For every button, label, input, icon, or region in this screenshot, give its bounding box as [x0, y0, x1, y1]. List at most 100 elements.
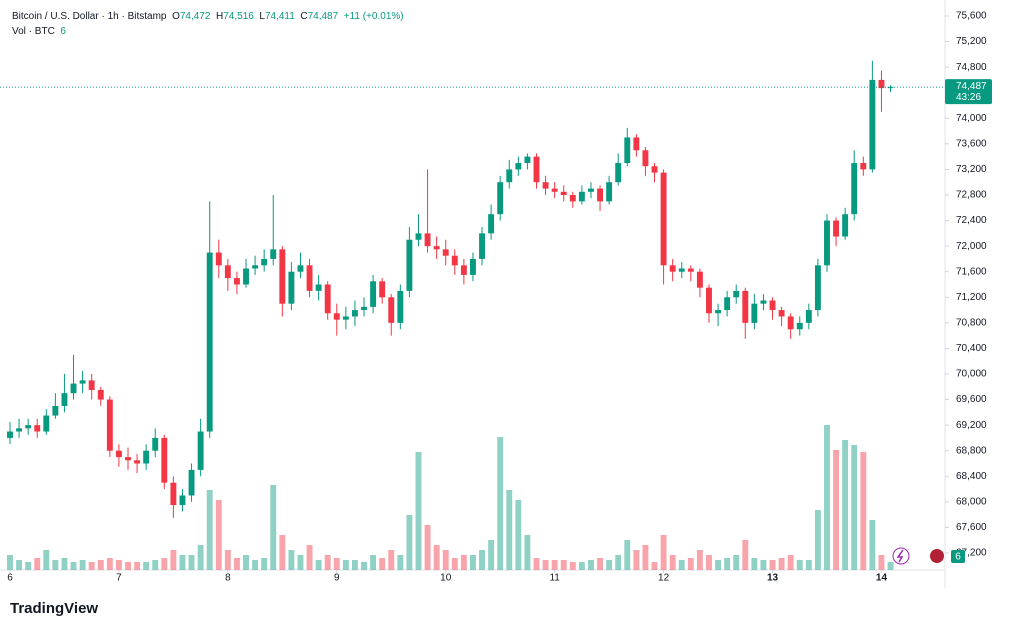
candle-body: [887, 87, 894, 89]
volume-bar: [460, 555, 467, 570]
volume-bar: [25, 562, 32, 570]
flag-icon: [930, 549, 944, 563]
candle-body: [370, 281, 377, 307]
candle-body: [252, 265, 259, 269]
volume-bar: [52, 560, 59, 570]
brand: TradingView: [10, 600, 98, 617]
volume-legend: Vol · BTC 6: [12, 26, 66, 37]
candle-body: [406, 239, 413, 291]
y-tick-label: 70,800: [956, 317, 987, 328]
candle-body: [125, 457, 131, 461]
volume-bar: [751, 558, 758, 570]
y-tick-label: 73,200: [956, 164, 987, 175]
candle-body: [833, 220, 840, 237]
volume-bar: [161, 558, 168, 570]
volume-bar: [624, 540, 631, 570]
volume-bar: [533, 558, 540, 570]
candle-body: [515, 163, 522, 170]
l-label: L: [259, 11, 265, 22]
x-tick-label: 7: [116, 573, 122, 584]
volume-bar: [297, 555, 304, 570]
candle-body: [687, 268, 694, 272]
candle-body: [7, 431, 13, 438]
volume-bar: [696, 550, 703, 570]
candle-body: [197, 431, 204, 470]
x-tick-label: 14: [876, 573, 888, 584]
y-tick-label: 75,600: [956, 11, 987, 22]
volume-bar: [524, 535, 531, 570]
candle-body: [506, 169, 513, 183]
volume-bar: [197, 545, 204, 570]
candle-body: [333, 313, 340, 320]
volume-bar: [361, 562, 367, 570]
volume-bar: [370, 555, 377, 570]
candle-body: [696, 271, 703, 288]
volume-bar: [778, 558, 785, 570]
candle-body: [16, 428, 23, 432]
volume-bar: [669, 555, 676, 570]
candle-body: [224, 265, 231, 279]
volume-bar: [488, 540, 495, 570]
candle-body: [751, 303, 758, 323]
y-tick-label: 72,000: [956, 241, 987, 252]
volume-bar: [733, 555, 740, 570]
candle-body: [306, 265, 313, 291]
candle-body: [206, 252, 213, 432]
volume-bar: [615, 555, 622, 570]
y-tick-label: 68,400: [956, 471, 987, 482]
volume-bar: [106, 558, 113, 570]
candle-body: [233, 278, 240, 285]
volume-bar: [388, 550, 395, 570]
candle-body: [760, 300, 767, 304]
volume-bar: [424, 525, 431, 570]
candle-body: [742, 290, 749, 323]
candle-body: [97, 389, 104, 400]
candle-body: [824, 220, 830, 266]
volume-bar: [243, 555, 249, 570]
candle-body: [569, 194, 576, 202]
volume-bar: [833, 450, 840, 570]
volume-bar: [878, 555, 885, 570]
x-tick-label: 11: [549, 573, 560, 584]
plot: 67,200 67,600 68,000 68,400 68,800 69,200 69,6…: [0, 11, 992, 584]
y-tick-label: 67,600: [956, 522, 987, 533]
candle-body: [115, 450, 122, 458]
candle-body: [869, 79, 876, 170]
volume-bar: [724, 558, 731, 570]
candle-body: [488, 214, 495, 234]
badge-box: [951, 550, 965, 563]
candle-body: [243, 268, 249, 285]
candle-body: [52, 405, 59, 416]
volume-bar: [261, 558, 268, 570]
volume-bar: [379, 558, 386, 570]
brand-text: TradingView: [10, 600, 99, 617]
candle-body: [288, 271, 295, 304]
volume-bar: [578, 562, 585, 570]
volume-bar: [143, 562, 150, 570]
volume-bar: [79, 560, 86, 570]
y-tick-label: 75,200: [956, 36, 987, 47]
x-tick-label: 6: [7, 573, 13, 584]
y-tick-label: 71,200: [956, 292, 987, 303]
volume-bar: [397, 555, 404, 570]
candle-body: [270, 249, 277, 259]
y-tick-label: 74,000: [956, 113, 987, 124]
volume-bar: [451, 558, 458, 570]
candle-body: [542, 182, 549, 189]
candle-body: [324, 284, 331, 314]
candle-body: [261, 258, 268, 266]
candle-body: [724, 297, 731, 311]
volume-bar: [851, 445, 858, 570]
candle-body: [361, 306, 367, 311]
candle-body: [342, 316, 349, 320]
badge: 6: [955, 552, 961, 563]
candle-body: [388, 297, 395, 323]
y-tick-label: 69,600: [956, 394, 987, 405]
volume-bar: [588, 560, 594, 570]
candle-body: [842, 214, 849, 237]
volume-bar: [470, 555, 476, 570]
volume-bar: [887, 562, 894, 570]
y-tick-label: 69,200: [956, 420, 987, 431]
candle-body: [179, 495, 186, 506]
